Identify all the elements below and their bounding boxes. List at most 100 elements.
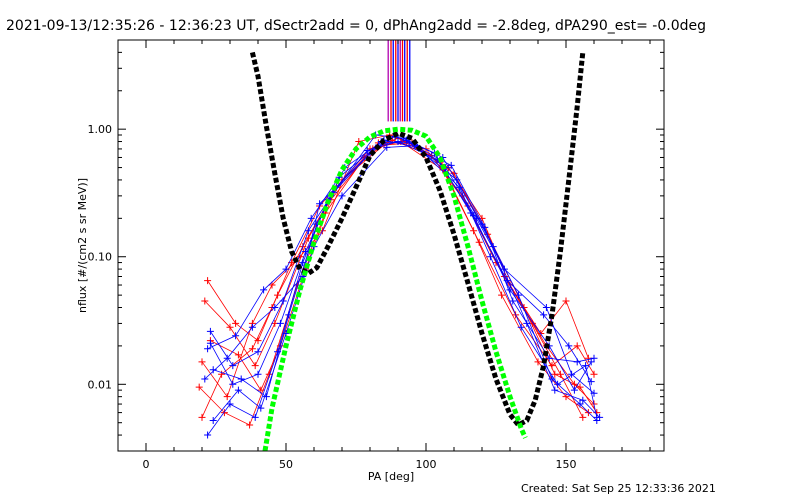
series-5-point-0	[198, 358, 206, 366]
series-12-line	[210, 141, 592, 391]
series-11-point-12	[582, 362, 590, 370]
y-tick-label-1: 0.10	[88, 251, 113, 264]
series-6-point-1	[226, 400, 234, 408]
series-8	[209, 142, 604, 425]
series-0-point-1	[218, 370, 226, 378]
series-6-point-12	[576, 400, 584, 408]
series-8-point-8	[453, 176, 461, 184]
series-8-point-1	[234, 386, 242, 394]
x-tick-label-2: 100	[416, 458, 437, 471]
series-1-point-2	[254, 337, 262, 345]
fit-curve-green	[262, 126, 528, 451]
y-axis-label: nflux [#/(cm2 s sr MeV)]	[76, 178, 89, 313]
series-5-point-3	[268, 281, 276, 289]
axis-ticks: 0 50 100 150 0.01 0.10 1.00	[88, 39, 664, 471]
series-4-point-12	[573, 342, 581, 350]
series-11-point-10	[517, 323, 525, 331]
series-7-point-8	[447, 161, 455, 169]
series-11-point-13	[593, 413, 601, 421]
series-1-line	[207, 141, 595, 405]
series-7-point-13	[590, 354, 598, 362]
series-8-point-5	[338, 192, 346, 200]
series-12-point-4	[302, 247, 310, 255]
series-12-point-12	[570, 386, 578, 394]
series-12-point-13	[587, 358, 595, 366]
chart-title: 2021-09-13/12:35:26 - 12:36:23 UT, dSect…	[6, 18, 707, 34]
series-1	[204, 138, 598, 408]
series-3-point-1	[220, 409, 228, 417]
y-tick-label-0: 0.01	[88, 378, 113, 391]
series-9-point-3	[271, 303, 279, 311]
series-9-point-11	[540, 311, 548, 319]
series-11-point-0	[209, 366, 217, 374]
series-9-line	[204, 135, 592, 382]
series-8-point-10	[523, 319, 531, 327]
series-0-point-10	[498, 291, 506, 299]
series-10-point-7	[402, 136, 410, 144]
series-0-line	[201, 137, 589, 418]
series-9-point-2	[248, 323, 256, 331]
series-1-point-1	[232, 319, 240, 327]
series-4-line	[210, 141, 595, 391]
created-timestamp: Created: Sat Sep 25 12:33:36 2021	[521, 482, 716, 495]
series-10-point-4	[307, 214, 315, 222]
plot-frame	[117, 39, 665, 452]
series-7-point-11	[545, 354, 553, 362]
series-3-point-0	[195, 383, 203, 391]
series-2-point-0	[201, 297, 209, 305]
series-0-point-2	[248, 345, 256, 353]
y-tick-label-2: 1.00	[88, 123, 113, 136]
series-3-point-12	[562, 297, 570, 305]
series-12-point-2	[254, 370, 262, 378]
series-4-point-13	[590, 370, 598, 378]
series-10-point-1	[232, 332, 240, 340]
series-8-point-11	[551, 386, 559, 394]
series-4-point-1	[234, 351, 242, 359]
series-11-point-1	[237, 375, 245, 383]
fit-curve-black	[249, 51, 586, 428]
series-1-point-3	[274, 291, 282, 299]
series-6-point-2	[251, 413, 259, 421]
series-12-point-0	[206, 339, 214, 347]
series-7-point-10	[509, 297, 517, 305]
series-2-line	[204, 142, 598, 413]
series-7-point-4	[304, 227, 312, 235]
series-11-point-9	[486, 253, 494, 261]
series-7-point-1	[229, 362, 237, 370]
series-11-point-2	[262, 393, 270, 401]
series-5-line	[201, 134, 584, 418]
series-11-point-11	[554, 380, 562, 388]
series-2-point-1	[226, 323, 234, 331]
series-12-point-3	[276, 319, 284, 327]
series-10-point-10	[500, 265, 508, 273]
series-9-point-1	[223, 354, 231, 362]
series-0-point-0	[198, 413, 206, 421]
series-2-point-12	[576, 383, 584, 391]
series-6	[204, 131, 601, 439]
series-10	[204, 136, 598, 397]
series-6-point-10	[514, 291, 522, 299]
series-12-point-6	[363, 147, 371, 155]
x-axis-label: PA [deg]	[368, 470, 414, 483]
series-8-point-12	[579, 396, 587, 404]
x-tick-label-1: 50	[279, 458, 293, 471]
series-3	[195, 136, 592, 429]
series-11-line	[213, 139, 598, 418]
series-8-point-0	[209, 417, 217, 425]
series-10-point-12	[568, 370, 576, 378]
series-5	[198, 131, 587, 421]
series-12	[206, 138, 595, 394]
series-11-point-3	[285, 311, 293, 319]
series-9-point-12	[565, 342, 573, 350]
series-10-point-3	[282, 265, 290, 273]
series-10-line	[207, 139, 595, 394]
series-6-point-0	[204, 431, 212, 439]
series-1-point-0	[204, 277, 212, 285]
series-12-point-10	[506, 286, 514, 294]
series-8-point-2	[257, 404, 265, 412]
series-12-point-9	[470, 212, 478, 220]
series-0	[198, 134, 592, 421]
series-0-point-11	[534, 358, 542, 366]
series-12-point-7	[394, 138, 402, 146]
